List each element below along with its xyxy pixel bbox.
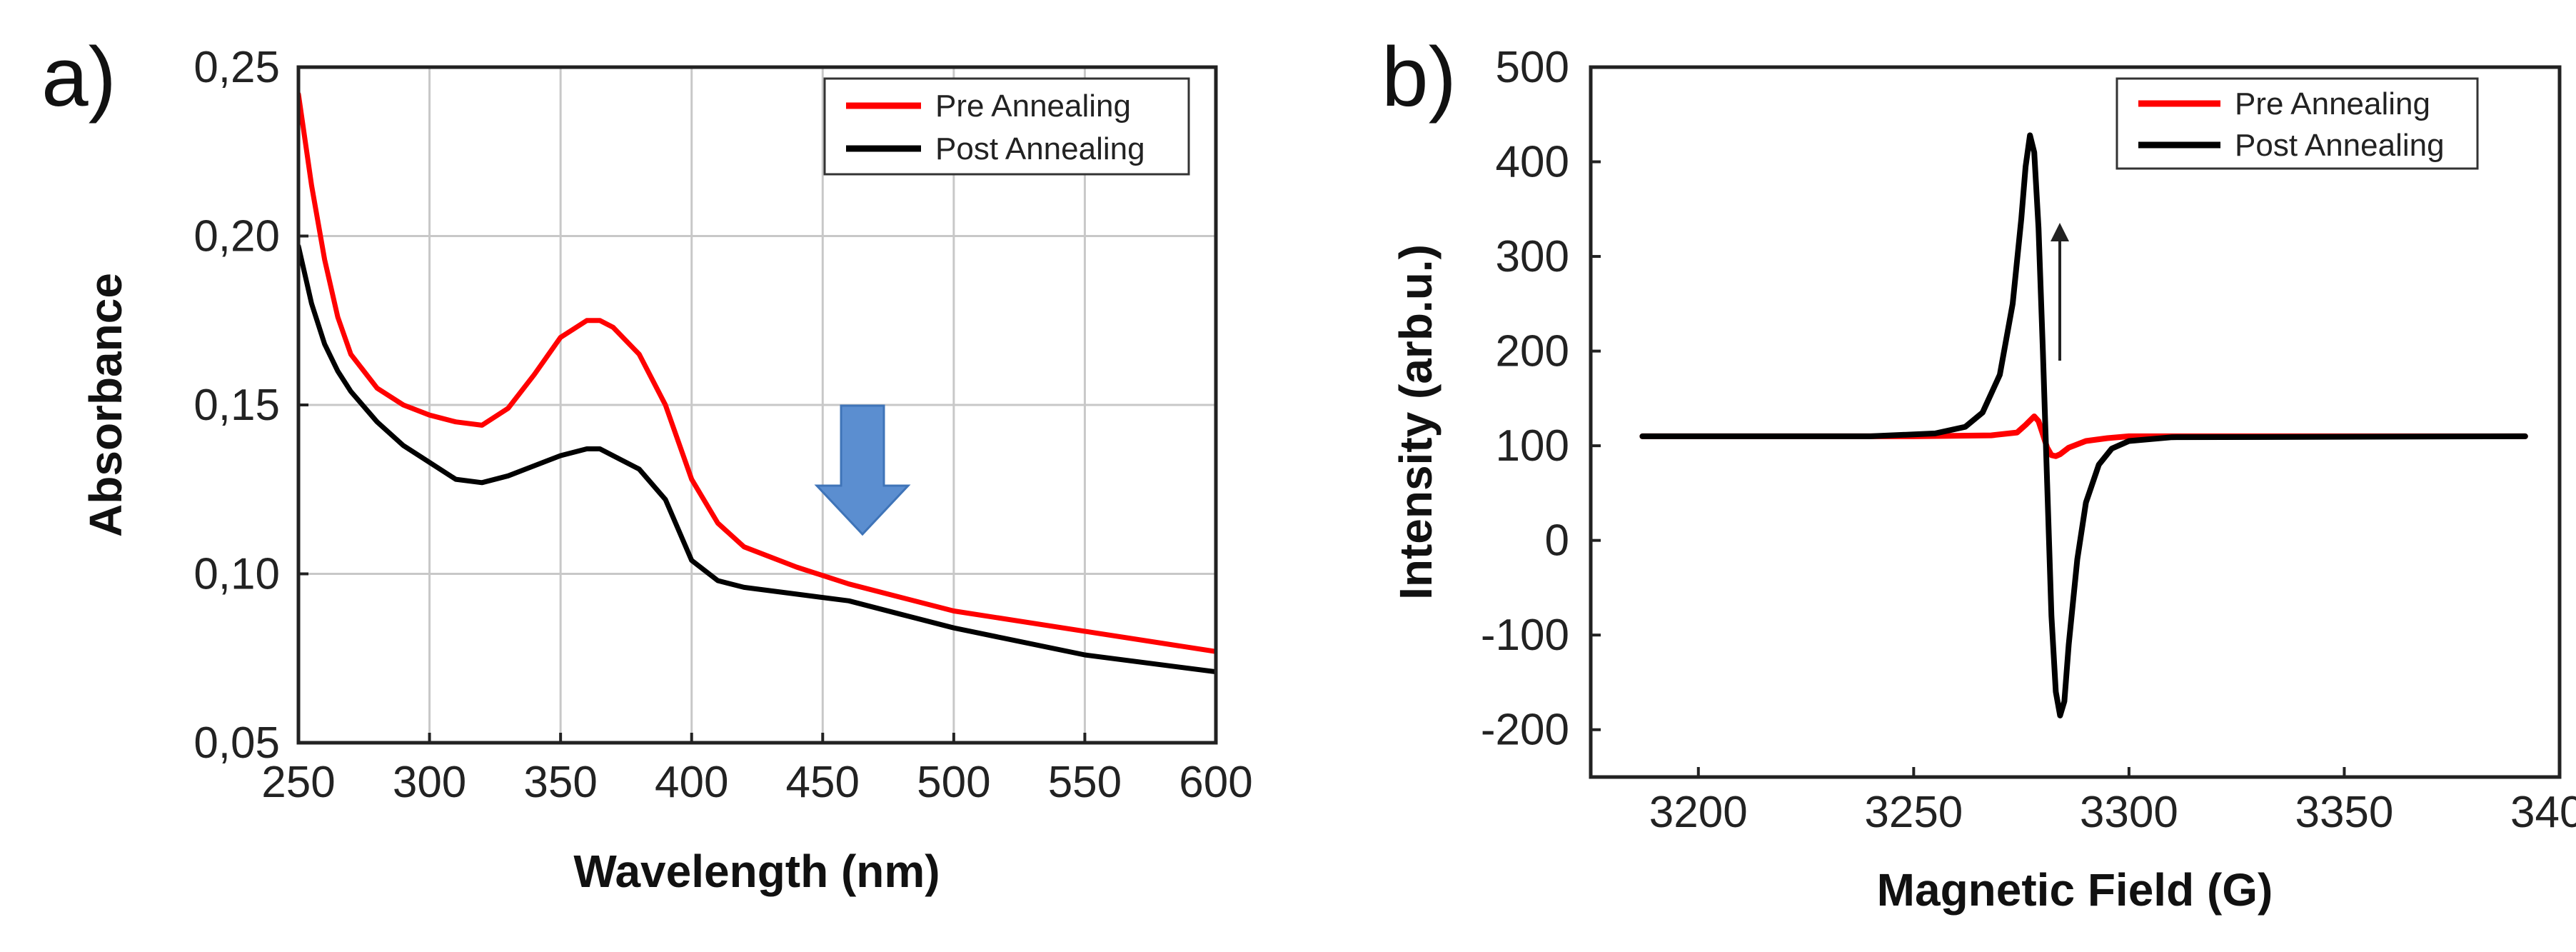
panel-b-series-group (1639, 132, 2528, 718)
panel-b-x-tick-label: 3250 (1864, 788, 1963, 837)
panel-a-y-tick-label: 0,20 (193, 212, 280, 261)
panel-b-up-arrow-icon (2051, 223, 2069, 361)
panel-b-ticks: 3200 3250 3300 3350 3400 -200 -100 0 100 200 300 40… (1481, 43, 2576, 837)
panel-b-series-line-post-annealing (1639, 132, 2528, 718)
panel-b-y-tick-label: 500 (1496, 43, 1569, 92)
panel-b-frame (1589, 65, 2562, 779)
panel-a-series-line-pre-annealing (298, 91, 1216, 654)
panel-a-x-axis-title: Wavelength (nm) (573, 846, 940, 897)
panel-b-y-tick-label: 300 (1496, 232, 1569, 281)
panel-b-legend: Pre Annealing Post Annealing (2115, 77, 2479, 170)
panel-b-legend-label-post: Post Annealing (2235, 128, 2445, 163)
panel-a-x-tick-label: 300 (393, 758, 466, 807)
panel-a-legend: Pre Annealing Post Annealing (823, 77, 1190, 176)
panel-b-x-axis-title: Magnetic Field (G) (1877, 864, 2273, 916)
panel-a-y-axis-title: Absorbance (80, 273, 131, 537)
panel-a-legend-box (823, 77, 1190, 176)
panel-b-label: b) (1382, 30, 1456, 124)
panel-a-y-tick-label: 0,25 (193, 43, 280, 92)
panel-b-y-tick-label: 0 (1545, 516, 1569, 566)
panel-a-ticks: 250 300 350 400 450 500 550 600 0,05 0,10 0,15 0,20… (193, 43, 1252, 807)
panel-b-legend-label-pre: Pre Annealing (2235, 86, 2430, 121)
panel-a-series-line-post-annealing (298, 244, 1216, 675)
panel-a-legend-label-post: Post Annealing (935, 131, 1145, 166)
panel-b-y-tick-label: 100 (1496, 421, 1569, 471)
panel-a-x-tick-label: 600 (1179, 758, 1252, 807)
panel-b-x-tick-label: 3200 (1649, 788, 1748, 837)
panel-a-down-arrow-icon (814, 404, 911, 536)
panel-a-y-tick-label: 0,15 (193, 381, 280, 430)
panel-b-y-tick-label: -200 (1481, 706, 1569, 755)
panel-a-legend-label-pre: Pre Annealing (935, 89, 1131, 124)
panel-b-plot-area (1591, 67, 2560, 777)
panel-a-x-tick-label: 350 (523, 758, 597, 807)
panel-a-x-tick-label: 500 (917, 758, 990, 807)
panel-a-y-tick-label: 0,05 (193, 718, 280, 768)
panel-b-y-tick-label: 200 (1496, 327, 1569, 376)
panel-b-y-tick-label: 400 (1496, 138, 1569, 187)
panel-a-series-group (298, 91, 1216, 675)
panel-b-legend-box (2115, 77, 2479, 170)
panel-a-x-tick-label: 250 (261, 758, 335, 807)
panel-b-x-tick-label: 3350 (2295, 788, 2393, 837)
panel-a-x-tick-label: 550 (1048, 758, 1122, 807)
panel-b-epr-chart: b) 3200 3250 3300 3350 3400 -200 -100 0 100 200 30… (1382, 30, 2576, 916)
panel-a-y-tick-label: 0,10 (193, 550, 280, 599)
panel-b-x-tick-label: 3300 (2080, 788, 2178, 837)
panel-b-y-axis-title: Intensity (arb.u.) (1390, 244, 1442, 600)
panel-a-label: a) (41, 30, 116, 124)
panel-a-absorbance-chart: a) 250 300 350 400 450 500 550 600 0,05 0,10 0,15 0… (41, 30, 1253, 897)
panel-a-x-tick-label: 400 (655, 758, 728, 807)
panel-a-x-tick-label: 450 (786, 758, 860, 807)
panel-b-x-tick-label: 3400 (2510, 788, 2576, 837)
panel-b-y-tick-label: -100 (1481, 611, 1569, 660)
